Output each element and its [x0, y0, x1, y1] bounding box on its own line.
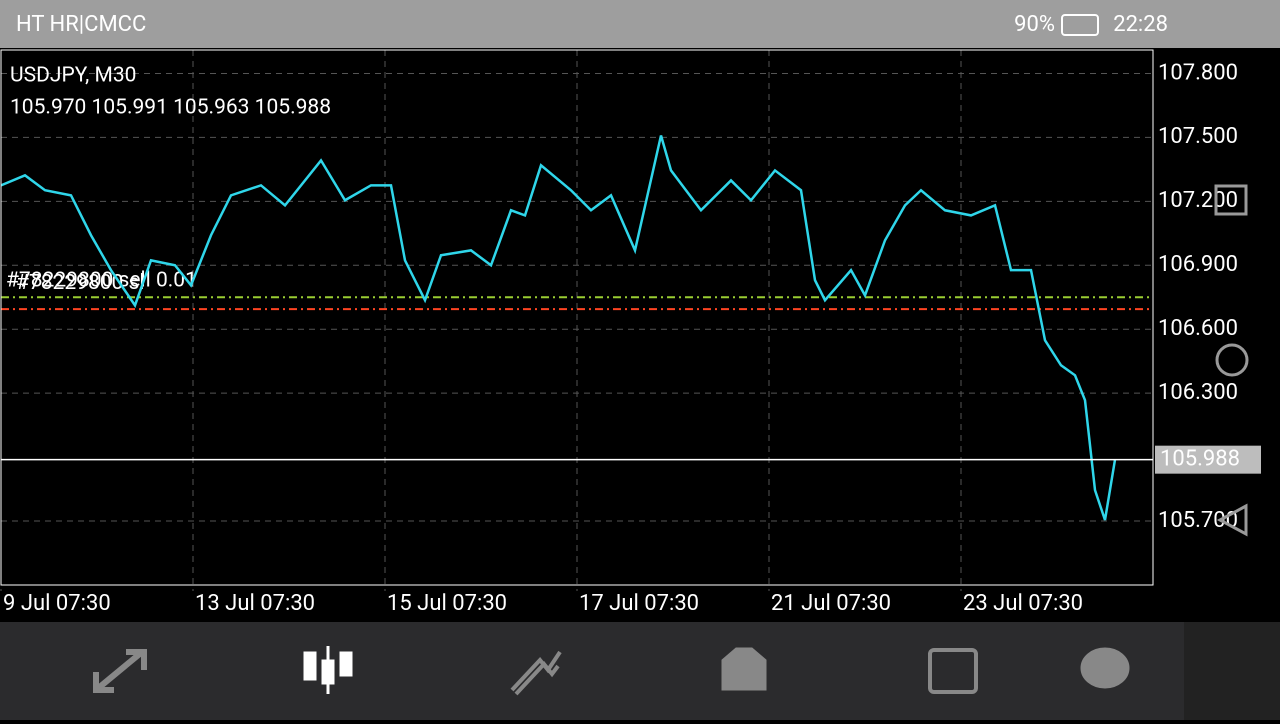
quotes-tab[interactable]	[93, 649, 147, 693]
y-tick-label: 106.300	[1158, 380, 1238, 405]
battery: 90%	[1014, 12, 1055, 37]
chart-tab[interactable]	[303, 646, 353, 694]
news-tab[interactable]	[928, 648, 978, 694]
ohlc: 105.970 105.991 105.963 105.988	[10, 96, 331, 120]
back-button[interactable]	[1216, 503, 1248, 537]
y-tick-label: 105.700	[1158, 508, 1238, 533]
history-tab[interactable]	[721, 647, 767, 691]
y-tick-label: 107.500	[1158, 124, 1238, 149]
price-tag-label: 105.988	[1160, 446, 1240, 471]
trade-tab[interactable]	[510, 650, 562, 696]
carrier: HT HR|CMCC	[16, 12, 146, 37]
order-label: #78229800 sell 0.01	[6, 269, 197, 293]
plot-frame	[0, 49, 1154, 586]
x-tick-label: 17 Jul 07:30	[579, 591, 699, 616]
symbol: USDJPY, M30	[10, 64, 136, 88]
price-tag	[1155, 445, 1261, 474]
bottom-nav	[0, 622, 1184, 720]
y-tick-label: 107.200	[1158, 188, 1238, 213]
x-tick-label: 15 Jul 07:30	[387, 591, 507, 616]
order-label: #78229800 sl	[16, 271, 145, 295]
price-line	[0, 135, 1117, 521]
clock: 22:28	[1113, 12, 1168, 37]
chart: 107.800 107.500 107.200 106.900 106.600 106.3…	[0, 50, 1261, 616]
y-tick-label: 106.900	[1158, 252, 1238, 277]
x-tick-label: 13 Jul 07:30	[195, 591, 315, 616]
x-tick-label: 21 Jul 07:30	[771, 591, 891, 616]
nav-side	[1184, 622, 1280, 720]
x-tick-label: 23 Jul 07:30	[963, 591, 1083, 616]
y-tick-label: 106.600	[1158, 316, 1238, 341]
square-button[interactable]	[1214, 184, 1248, 216]
nav-icons	[93, 646, 1130, 696]
home-button[interactable]	[1215, 343, 1249, 377]
y-tick-label: 107.800	[1158, 60, 1238, 85]
chat-tab[interactable]	[1080, 647, 1130, 689]
x-tick-label: 9 Jul 07:30	[3, 591, 111, 616]
battery-icon	[1061, 14, 1099, 36]
status-bar	[0, 0, 1280, 48]
